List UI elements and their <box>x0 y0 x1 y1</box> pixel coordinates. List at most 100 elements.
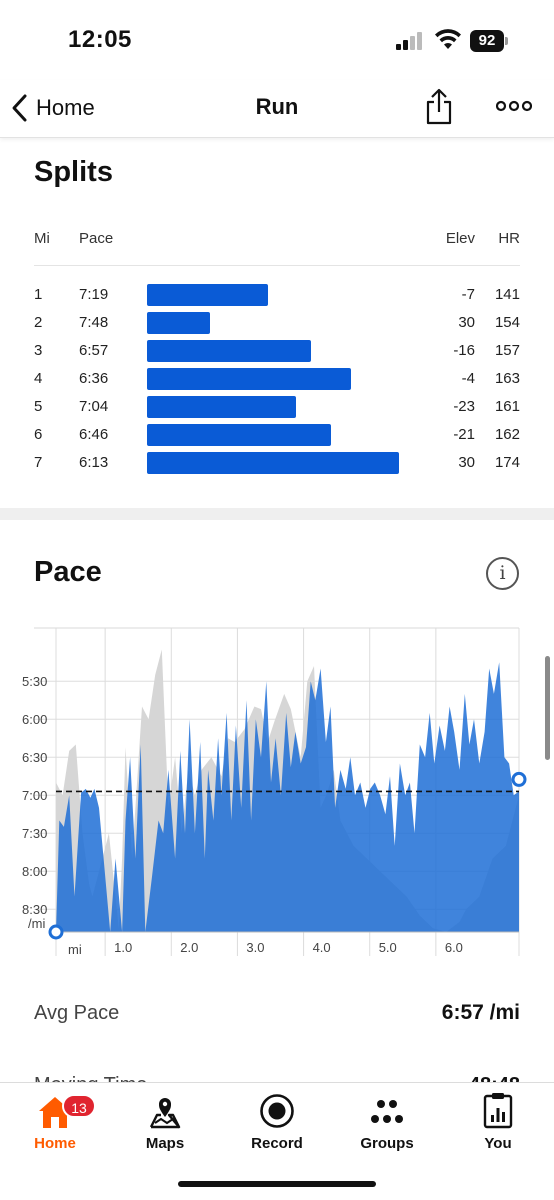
back-button[interactable]: Home <box>10 90 95 126</box>
split-pace: 6:46 <box>79 426 109 443</box>
map-pin-icon <box>149 1098 181 1129</box>
split-heart-rate: 161 <box>494 398 520 415</box>
split-mile: 3 <box>34 342 43 359</box>
chart-end-marker <box>511 771 527 787</box>
x-tick-label: 5.0 <box>379 940 397 955</box>
wifi-icon <box>435 29 461 49</box>
tab-bar: Home 13 Maps Record <box>0 1082 554 1200</box>
tab-groups-label: Groups <box>360 1135 414 1152</box>
y-unit-label: /mi <box>28 916 45 931</box>
groups-icon <box>371 1100 403 1123</box>
avg-pace-value: 6:57 /mi <box>441 1001 520 1024</box>
moving-time-value: 48:48 <box>469 1074 520 1082</box>
split-mile: 2 <box>34 314 43 331</box>
tab-maps-label: Maps <box>145 1135 185 1152</box>
splits-header-hr: HR <box>498 230 520 247</box>
split-pace-bar <box>147 452 399 474</box>
avg-pace-label: Avg Pace <box>34 1002 120 1024</box>
y-tick-label: 6:00 <box>22 712 47 727</box>
scrollbar[interactable] <box>545 656 550 760</box>
split-heart-rate: 157 <box>494 342 520 359</box>
section-separator <box>0 508 554 520</box>
home-indicator <box>178 1181 376 1187</box>
split-mile: 4 <box>34 370 43 387</box>
tab-you[interactable]: You <box>443 1091 553 1152</box>
chevron-left-icon <box>12 94 27 122</box>
split-elevation: -7 <box>461 286 475 303</box>
tab-record-label: Record <box>251 1135 303 1152</box>
split-pace-bar <box>147 312 210 334</box>
split-pace: 7:48 <box>79 314 109 331</box>
split-pace: 7:19 <box>79 286 109 303</box>
split-heart-rate: 162 <box>494 426 520 443</box>
y-tick-label: 8:30 <box>22 902 47 917</box>
split-pace: 6:13 <box>79 454 109 471</box>
splits-divider <box>34 265 520 266</box>
activity-content[interactable]: Splits Mi Pace Elev HR 1 7:19 -7 141 2 7:48 30… <box>0 138 554 1082</box>
split-mile: 5 <box>34 398 43 415</box>
split-pace-bar <box>147 284 268 306</box>
split-elevation: -21 <box>453 426 475 443</box>
cellular-signal-icon <box>396 32 428 50</box>
x-unit-label: mi <box>68 942 82 957</box>
split-elevation: -16 <box>453 342 475 359</box>
split-pace-bar <box>147 340 311 362</box>
x-tick-label: 3.0 <box>246 940 264 955</box>
split-pace-bar <box>147 396 296 418</box>
split-heart-rate: 141 <box>494 286 520 303</box>
tab-groups[interactable]: Groups <box>332 1091 442 1152</box>
y-tick-label: 8:00 <box>22 864 47 879</box>
record-icon <box>260 1094 294 1128</box>
split-mile: 6 <box>34 426 43 443</box>
notification-badge: 13 <box>62 1094 96 1118</box>
split-heart-rate: 163 <box>494 370 520 387</box>
tab-record[interactable]: Record <box>222 1091 332 1152</box>
split-pace-bar <box>147 424 331 446</box>
splits-header-elev: Elev <box>445 230 475 247</box>
split-row: 7 6:13 30 174 <box>0 452 554 474</box>
split-elevation: 30 <box>458 314 475 331</box>
moving-time-label: Moving Time <box>34 1074 147 1082</box>
share-icon[interactable] <box>424 88 454 126</box>
pace-title: Pace <box>34 556 102 588</box>
splits-header-mi: Mi <box>34 230 50 247</box>
tab-home[interactable]: Home 13 <box>0 1091 110 1152</box>
split-row: 4 6:36 -4 163 <box>0 368 554 390</box>
info-icon[interactable]: i <box>486 557 519 590</box>
split-row: 6 6:46 -21 162 <box>0 424 554 446</box>
chart-start-marker <box>48 924 64 940</box>
status-bar: 12:05 92 <box>0 0 554 80</box>
split-mile: 1 <box>34 286 43 303</box>
tab-you-label: You <box>484 1135 512 1152</box>
splits-header-pace: Pace <box>79 230 114 247</box>
back-label: Home <box>36 95 95 120</box>
split-heart-rate: 154 <box>494 314 520 331</box>
split-pace: 6:57 <box>79 342 109 359</box>
split-elevation: -4 <box>461 370 475 387</box>
more-options-icon[interactable] <box>496 96 532 116</box>
y-tick-label: 5:30 <box>22 674 47 689</box>
status-time: 12:05 <box>68 26 132 53</box>
y-tick-label: 7:30 <box>22 826 47 841</box>
x-tick-label: 6.0 <box>445 940 463 955</box>
pace-chart: 5:30 6:00 6:30 7:00 7:30 8:00 8:30/mi mi 1.0 2.0 3… <box>22 627 527 957</box>
navigation-bar: Home Run <box>0 80 554 138</box>
split-pace: 6:36 <box>79 370 109 387</box>
split-row: 2 7:48 30 154 <box>0 312 554 334</box>
profile-clipboard-icon <box>483 1093 513 1129</box>
x-tick-label: 2.0 <box>180 940 198 955</box>
tab-home-label: Home <box>34 1135 76 1152</box>
split-elevation: -23 <box>453 398 475 415</box>
tab-maps[interactable]: Maps <box>110 1091 220 1152</box>
splits-title: Splits <box>34 156 113 188</box>
battery-indicator: 92 <box>470 30 504 52</box>
split-pace-bar <box>147 368 351 390</box>
pace-series-area-blue <box>56 662 519 932</box>
battery-cap <box>505 37 508 45</box>
y-tick-label: 7:00 <box>22 788 47 803</box>
y-tick-label: 6:30 <box>22 750 47 765</box>
split-mile: 7 <box>34 454 43 471</box>
split-heart-rate: 174 <box>494 454 520 471</box>
split-row: 3 6:57 -16 157 <box>0 340 554 362</box>
x-tick-label: 4.0 <box>313 940 331 955</box>
